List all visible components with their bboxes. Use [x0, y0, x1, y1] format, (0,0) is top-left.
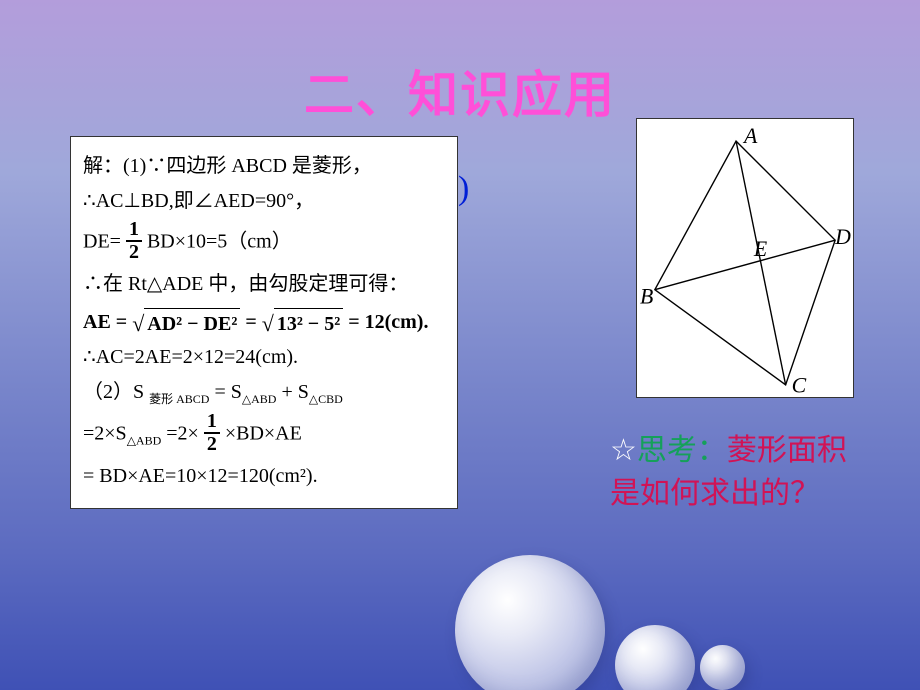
sol-line-8: =2×S△ABD =2× 1 2 ×BD×AE [83, 413, 445, 457]
fraction-2: 1 2 [204, 411, 220, 455]
sol-line-4: ∴在 Rt△ADE 中，由勾股定理可得： [83, 269, 445, 300]
sol-line-6: ∴AC=2AE=2×12=24(cm). [83, 342, 445, 373]
diag-bd [655, 240, 835, 290]
slide-title: 二、知识应用 [0, 55, 920, 127]
fraction-1: 1 2 [126, 219, 142, 263]
think-line-1: ☆思考：菱形面积 [610, 425, 847, 469]
sqrt-icon: √ [132, 311, 144, 336]
think-label: 思考： [637, 434, 727, 467]
rhombus-svg: A B C D E [637, 119, 853, 397]
rhombus-outline [655, 141, 835, 385]
solution-box: 解：(1)∵四边形 ABCD 是菱形， ∴AC⊥BD,即∠AED=90°， DE… [70, 136, 458, 509]
rhombus-figure: A B C D E [636, 118, 854, 398]
sol-line-2: ∴AC⊥BD,即∠AED=90°， [83, 186, 445, 217]
sol-line-1: 解：(1)∵四边形 ABCD 是菱形， [83, 151, 445, 182]
svg-text:A: A [742, 124, 758, 148]
sol-line-7: （2）S 菱形 ABCD = S△ABD + S△CBD [83, 377, 445, 409]
think-line-2: 是如何求出的？ [610, 468, 820, 512]
decor-sphere-small [700, 645, 745, 690]
sol-line-5: AE = √AD² − DE² = √13² − 5² = 12(cm). [83, 304, 445, 338]
star-icon: ☆ [610, 434, 637, 467]
think-text-2: 是如何求出的？ [610, 477, 820, 510]
sol-line-3: DE= 1 2 BD×10=5（cm） [83, 221, 445, 265]
diag-ac [736, 141, 786, 385]
svg-text:E: E [753, 237, 767, 261]
sol-line-9: = BD×AE=10×12=120(cm²). [83, 461, 445, 492]
slide-title-text: 二、知识应用 [304, 67, 616, 123]
think-text-1: 菱形面积 [727, 434, 847, 467]
sqrt-icon: √ [262, 311, 274, 336]
svg-text:B: B [640, 285, 653, 309]
decor-sphere-large [455, 555, 605, 690]
decor-sphere-medium [615, 625, 695, 690]
svg-text:C: C [792, 374, 807, 397]
svg-text:D: D [834, 225, 851, 249]
